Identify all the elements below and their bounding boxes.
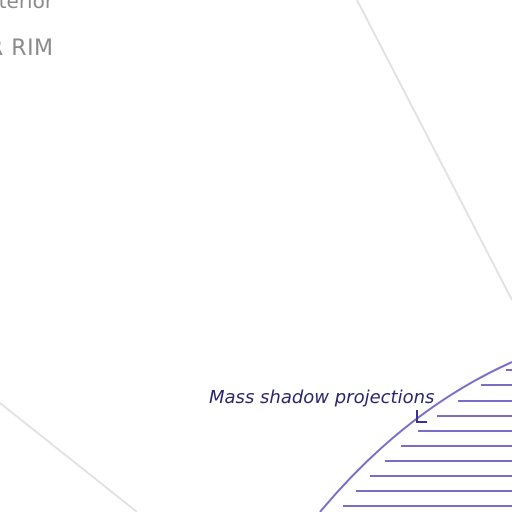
- mass-shadow-label: Mass shadow projections: [209, 387, 435, 408]
- rim-label: R RIM: [0, 36, 54, 61]
- guide-line-lower-left: [0, 402, 138, 512]
- mass-shadow-hatching: [343, 369, 512, 507]
- annotation-leader: [416, 410, 427, 423]
- top-cut-label: nterior: [0, 0, 54, 13]
- guide-line-upper-right: [356, 0, 512, 301]
- mass-shadow-outline: [319, 361, 512, 512]
- mass-shadow-region: [319, 361, 512, 512]
